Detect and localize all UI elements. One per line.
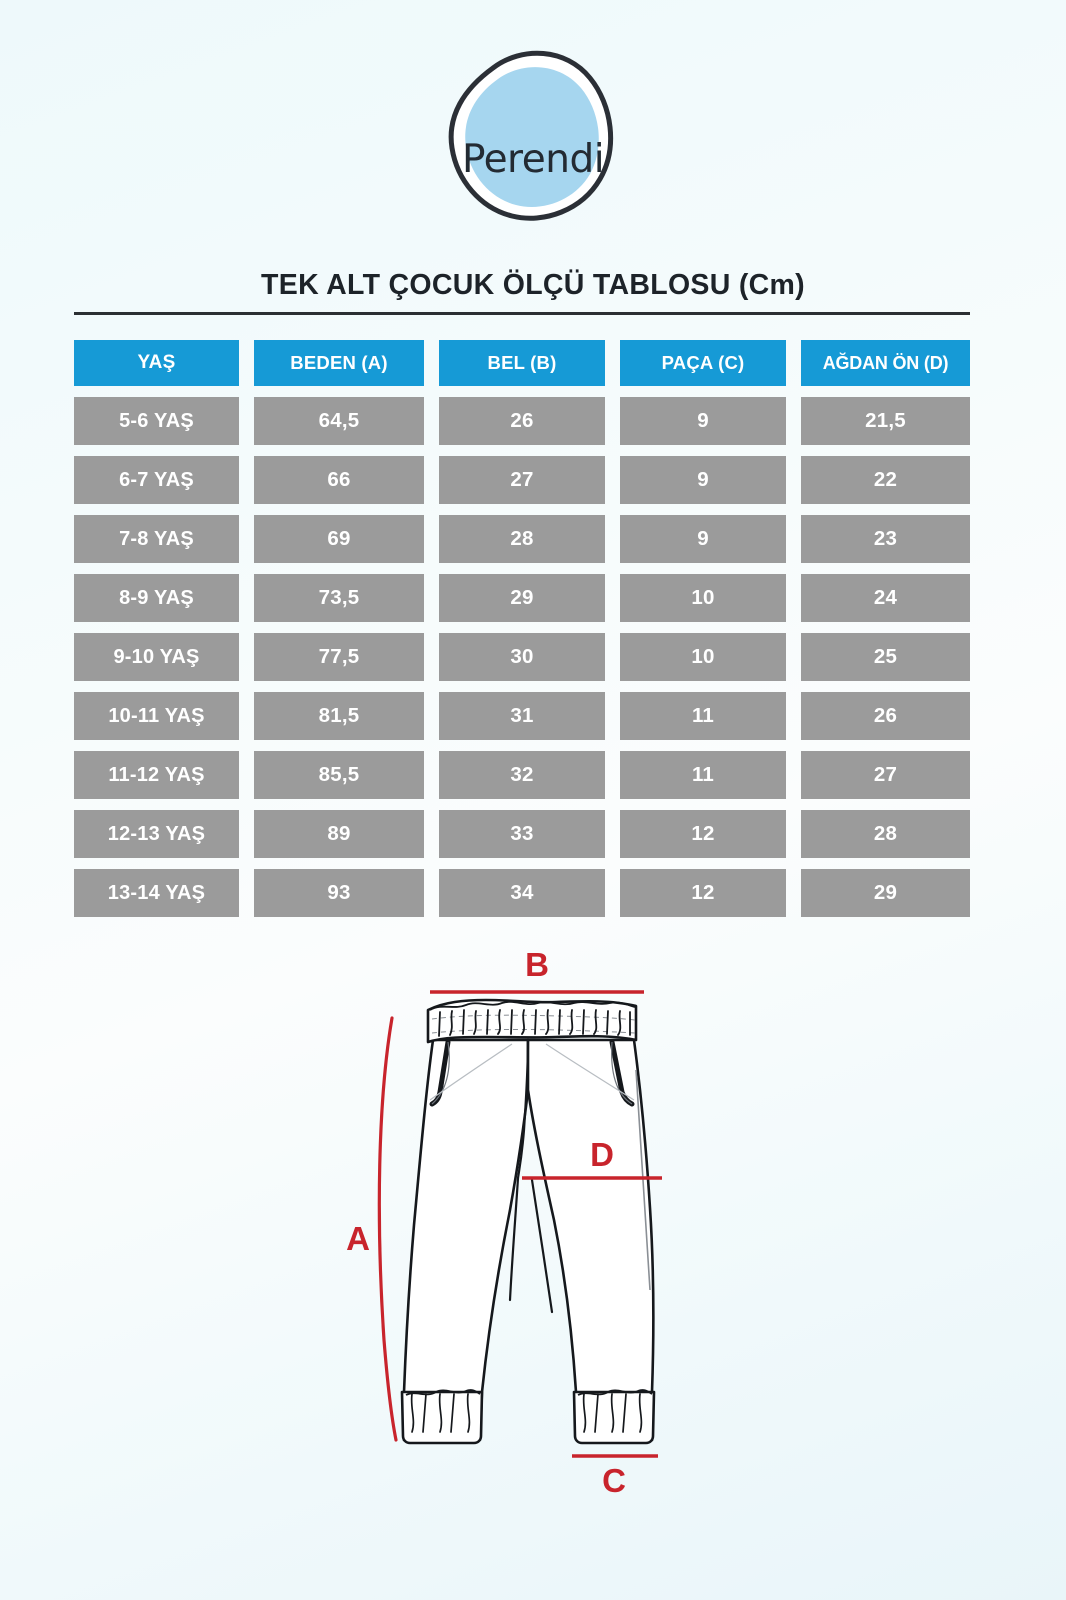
cell-agdan-on: 27 — [801, 751, 970, 799]
cell-age: 9-10 YAŞ — [74, 633, 239, 681]
cell-agdan-on: 29 — [801, 869, 970, 917]
brand-name: Perendi — [461, 137, 605, 182]
cell-beden: 64,5 — [254, 397, 424, 445]
cell-agdan-on: 23 — [801, 515, 970, 563]
cell-bel: 34 — [439, 869, 605, 917]
table-row: 8-9 YAŞ 73,5 29 10 24 — [74, 574, 970, 622]
pants-measurement-diagram: B D A C — [340, 940, 740, 1520]
measure-line-a — [377, 1016, 398, 1442]
cell-paca: 9 — [620, 515, 786, 563]
title-divider — [74, 312, 970, 315]
table-row: 5-6 YAŞ 64,5 26 9 21,5 — [74, 397, 970, 445]
cell-age: 10-11 YAŞ — [74, 692, 239, 740]
measure-label-c: C — [602, 1462, 626, 1499]
cell-beden: 81,5 — [254, 692, 424, 740]
table-header-row: YAŞ BEDEN (A) BEL (B) PAÇA (C) AĞDAN ÖN … — [74, 340, 970, 386]
cell-bel: 31 — [439, 692, 605, 740]
cell-age: 5-6 YAŞ — [74, 397, 239, 445]
cell-paca: 9 — [620, 456, 786, 504]
cell-paca: 12 — [620, 869, 786, 917]
column-header-bel: BEL (B) — [439, 340, 605, 386]
page-title: TEK ALT ÇOCUK ÖLÇÜ TABLOSU (Cm) — [261, 269, 805, 301]
cell-paca: 11 — [620, 692, 786, 740]
cell-paca: 11 — [620, 751, 786, 799]
cell-age: 13-14 YAŞ — [74, 869, 239, 917]
cell-bel: 30 — [439, 633, 605, 681]
cell-beden: 77,5 — [254, 633, 424, 681]
cell-age: 11-12 YAŞ — [74, 751, 239, 799]
cell-paca: 9 — [620, 397, 786, 445]
cell-beden: 85,5 — [254, 751, 424, 799]
logo-blob-icon — [448, 50, 614, 221]
cell-age: 8-9 YAŞ — [74, 574, 239, 622]
cell-agdan-on: 26 — [801, 692, 970, 740]
cell-agdan-on: 25 — [801, 633, 970, 681]
brand-logo: Perendi — [0, 44, 1066, 229]
table-row: 11-12 YAŞ 85,5 32 11 27 — [74, 751, 970, 799]
cell-beden: 93 — [254, 869, 424, 917]
cell-age: 6-7 YAŞ — [74, 456, 239, 504]
cell-bel: 28 — [439, 515, 605, 563]
cell-bel: 27 — [439, 456, 605, 504]
column-header-paca: PAÇA (C) — [620, 340, 786, 386]
measure-label-d: D — [590, 1136, 614, 1173]
table-row: 7-8 YAŞ 69 28 9 23 — [74, 515, 970, 563]
cell-age: 7-8 YAŞ — [74, 515, 239, 563]
cell-paca: 12 — [620, 810, 786, 858]
table-row: 10-11 YAŞ 81,5 31 11 26 — [74, 692, 970, 740]
cell-agdan-on: 21,5 — [801, 397, 970, 445]
cell-paca: 10 — [620, 574, 786, 622]
cell-beden: 69 — [254, 515, 424, 563]
measure-label-b: B — [525, 946, 549, 983]
table-row: 9-10 YAŞ 77,5 30 10 25 — [74, 633, 970, 681]
cell-beden: 73,5 — [254, 574, 424, 622]
table-row: 13-14 YAŞ 93 34 12 29 — [74, 869, 970, 917]
cell-beden: 89 — [254, 810, 424, 858]
column-header-agdan-on: AĞDAN ÖN (D) — [801, 340, 970, 386]
cell-bel: 26 — [439, 397, 605, 445]
cell-agdan-on: 22 — [801, 456, 970, 504]
pants-technical-drawing-icon: B D A C — [346, 946, 662, 1499]
cell-agdan-on: 24 — [801, 574, 970, 622]
table-row: 6-7 YAŞ 66 27 9 22 — [74, 456, 970, 504]
cell-agdan-on: 28 — [801, 810, 970, 858]
cell-bel: 29 — [439, 574, 605, 622]
cell-paca: 10 — [620, 633, 786, 681]
cell-beden: 66 — [254, 456, 424, 504]
cell-age: 12-13 YAŞ — [74, 810, 239, 858]
table-row: 12-13 YAŞ 89 33 12 28 — [74, 810, 970, 858]
cell-bel: 33 — [439, 810, 605, 858]
column-header-beden: BEDEN (A) — [254, 340, 424, 386]
measure-label-a: A — [346, 1220, 370, 1257]
cell-bel: 32 — [439, 751, 605, 799]
size-table: YAŞ BEDEN (A) BEL (B) PAÇA (C) AĞDAN ÖN … — [74, 340, 970, 917]
column-header-age: YAŞ — [74, 340, 239, 386]
